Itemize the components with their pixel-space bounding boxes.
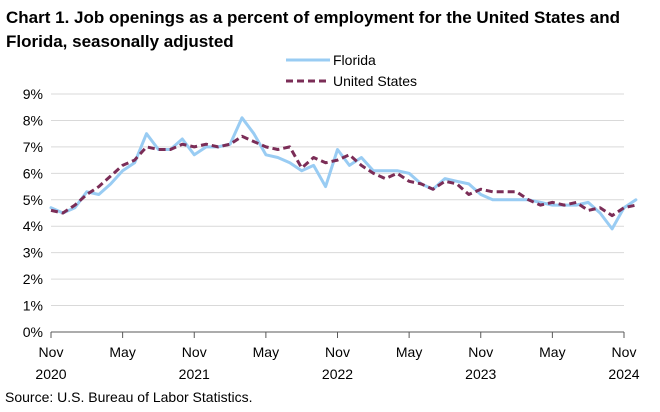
x-tick-label-year: 2020 — [35, 366, 66, 382]
y-tick-label: 9% — [23, 86, 43, 102]
y-tick-label: 5% — [23, 192, 43, 208]
x-tick-label-year: 2021 — [179, 366, 210, 382]
x-tick-label-month: Nov — [325, 344, 350, 360]
chart-title: Chart 1. Job openings as a percent of em… — [6, 8, 620, 51]
y-tick-label: 8% — [23, 112, 43, 128]
y-tick-label: 3% — [23, 245, 43, 261]
y-tick-label: 0% — [23, 324, 43, 340]
series-line-united-states — [50, 134, 637, 218]
x-tick-label-month: May — [109, 344, 135, 360]
x-tick-label-month: Nov — [612, 344, 637, 360]
y-tick-label: 6% — [23, 165, 43, 181]
y-tick-label: 1% — [23, 298, 43, 314]
x-tick-label-month: Nov — [182, 344, 207, 360]
x-tick-label-month: May — [253, 344, 279, 360]
legend-label-florida: Florida — [333, 52, 376, 68]
x-tick-label-year: 2024 — [608, 366, 639, 382]
y-tick-label: 2% — [23, 271, 43, 287]
x-tick-label-month: Nov — [468, 344, 493, 360]
x-tick-label-month: Nov — [39, 344, 64, 360]
legend-label-united-states: United States — [333, 73, 417, 89]
y-tick-label: 7% — [23, 139, 43, 155]
x-tick-label-year: 2022 — [322, 366, 353, 382]
x-tick-label-year: 2023 — [465, 366, 496, 382]
source-note: Source: U.S. Bureau of Labor Statistics. — [5, 389, 253, 405]
x-tick-label-month: May — [539, 344, 565, 360]
x-tick-label-month: May — [396, 344, 422, 360]
y-tick-label: 4% — [23, 218, 43, 234]
